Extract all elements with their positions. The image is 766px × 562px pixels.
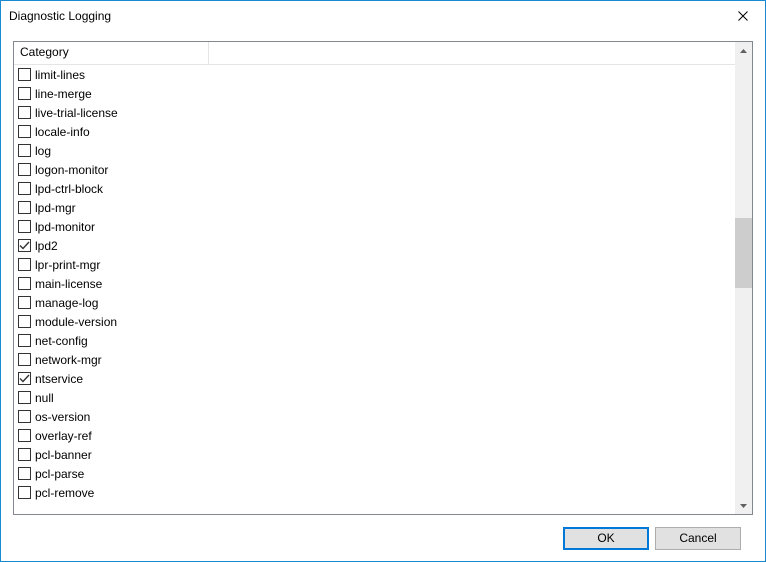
checkbox[interactable] — [18, 353, 31, 366]
list-item[interactable]: pcl-parse — [14, 464, 735, 483]
close-button[interactable] — [720, 2, 765, 31]
ok-button[interactable]: OK — [563, 527, 649, 550]
list-item[interactable]: module-version — [14, 312, 735, 331]
list-item[interactable]: live-trial-license — [14, 103, 735, 122]
header-category[interactable]: Category — [14, 42, 209, 64]
list-item-label: pcl-banner — [35, 448, 92, 462]
list-item[interactable]: lpd2 — [14, 236, 735, 255]
checkbox[interactable] — [18, 277, 31, 290]
list-item-label: ntservice — [35, 372, 83, 386]
checkbox[interactable] — [18, 201, 31, 214]
category-list-frame: Category limit-lines line-merge live-trial… — [13, 41, 753, 515]
list-item-label: lpd-mgr — [35, 201, 76, 215]
checkbox[interactable] — [18, 68, 31, 81]
list-item[interactable]: ntservice — [14, 369, 735, 388]
scroll-thumb[interactable] — [735, 218, 752, 288]
list-item-label: line-merge — [35, 87, 92, 101]
list-item-label: pcl-remove — [35, 486, 94, 500]
list-item[interactable]: pcl-banner — [14, 445, 735, 464]
list-item[interactable]: lpr-print-mgr — [14, 255, 735, 274]
list-item-label: null — [35, 391, 54, 405]
list-item-label: lpd-ctrl-block — [35, 182, 103, 196]
list-item-label: locale-info — [35, 125, 90, 139]
scroll-down-button[interactable] — [735, 497, 752, 514]
checkbox[interactable] — [18, 315, 31, 328]
list-item-label: os-version — [35, 410, 90, 424]
checkbox[interactable] — [18, 258, 31, 271]
list-item[interactable]: network-mgr — [14, 350, 735, 369]
list-item-label: net-config — [35, 334, 88, 348]
list-item-label: limit-lines — [35, 68, 85, 82]
list-item[interactable]: main-license — [14, 274, 735, 293]
list-item[interactable]: overlay-ref — [14, 426, 735, 445]
dialog-content: Category limit-lines line-merge live-trial… — [1, 31, 765, 561]
category-list[interactable]: Category limit-lines line-merge live-trial… — [14, 42, 735, 514]
checkbox[interactable] — [18, 144, 31, 157]
vertical-scrollbar[interactable] — [735, 42, 752, 514]
list-item-label: manage-log — [35, 296, 98, 310]
list-item[interactable]: manage-log — [14, 293, 735, 312]
list-item[interactable]: limit-lines — [14, 65, 735, 84]
checkbox[interactable] — [18, 429, 31, 442]
list-rows: limit-lines line-merge live-trial-license l… — [14, 65, 735, 514]
list-item-label: lpd-monitor — [35, 220, 95, 234]
chevron-down-icon — [740, 504, 747, 508]
list-item[interactable]: os-version — [14, 407, 735, 426]
list-item-label: logon-monitor — [35, 163, 108, 177]
checkbox[interactable] — [18, 296, 31, 309]
chevron-up-icon — [740, 49, 747, 53]
list-item[interactable]: null — [14, 388, 735, 407]
dialog-window: Diagnostic Logging Category limit-linesl… — [0, 0, 766, 562]
checkbox[interactable] — [18, 106, 31, 119]
checkbox[interactable] — [18, 391, 31, 404]
titlebar[interactable]: Diagnostic Logging — [1, 1, 765, 31]
list-item-label: pcl-parse — [35, 467, 84, 481]
list-item[interactable]: logon-monitor — [14, 160, 735, 179]
list-item[interactable]: lpd-ctrl-block — [14, 179, 735, 198]
window-title: Diagnostic Logging — [9, 9, 720, 23]
checkbox[interactable] — [18, 410, 31, 423]
checkbox[interactable] — [18, 448, 31, 461]
list-item-label: module-version — [35, 315, 117, 329]
checkbox[interactable] — [18, 163, 31, 176]
checkbox[interactable] — [18, 486, 31, 499]
list-item-label: overlay-ref — [35, 429, 92, 443]
list-item[interactable]: pcl-remove — [14, 483, 735, 502]
checkbox[interactable] — [18, 467, 31, 480]
list-item[interactable]: line-merge — [14, 84, 735, 103]
list-item-label: main-license — [35, 277, 102, 291]
checkbox[interactable] — [18, 372, 31, 385]
checkbox[interactable] — [18, 182, 31, 195]
scroll-up-button[interactable] — [735, 42, 752, 59]
checkbox[interactable] — [18, 87, 31, 100]
checkbox[interactable] — [18, 334, 31, 347]
list-header-row[interactable]: Category — [14, 42, 735, 65]
list-item[interactable]: lpd-monitor — [14, 217, 735, 236]
cancel-button[interactable]: Cancel — [655, 527, 741, 550]
list-item[interactable]: log — [14, 141, 735, 160]
close-icon — [738, 11, 748, 21]
checkbox[interactable] — [18, 239, 31, 252]
list-item[interactable]: locale-info — [14, 122, 735, 141]
list-item-label: lpd2 — [35, 239, 58, 253]
checkbox[interactable] — [18, 125, 31, 138]
list-item[interactable]: lpd-mgr — [14, 198, 735, 217]
header-spacer — [209, 42, 735, 64]
checkbox[interactable] — [18, 220, 31, 233]
list-item[interactable]: net-config — [14, 331, 735, 350]
list-item-label: lpr-print-mgr — [35, 258, 100, 272]
list-item-label: network-mgr — [35, 353, 102, 367]
list-item-label: log — [35, 144, 51, 158]
dialog-button-row: OK Cancel — [13, 515, 753, 561]
list-item-label: live-trial-license — [35, 106, 118, 120]
